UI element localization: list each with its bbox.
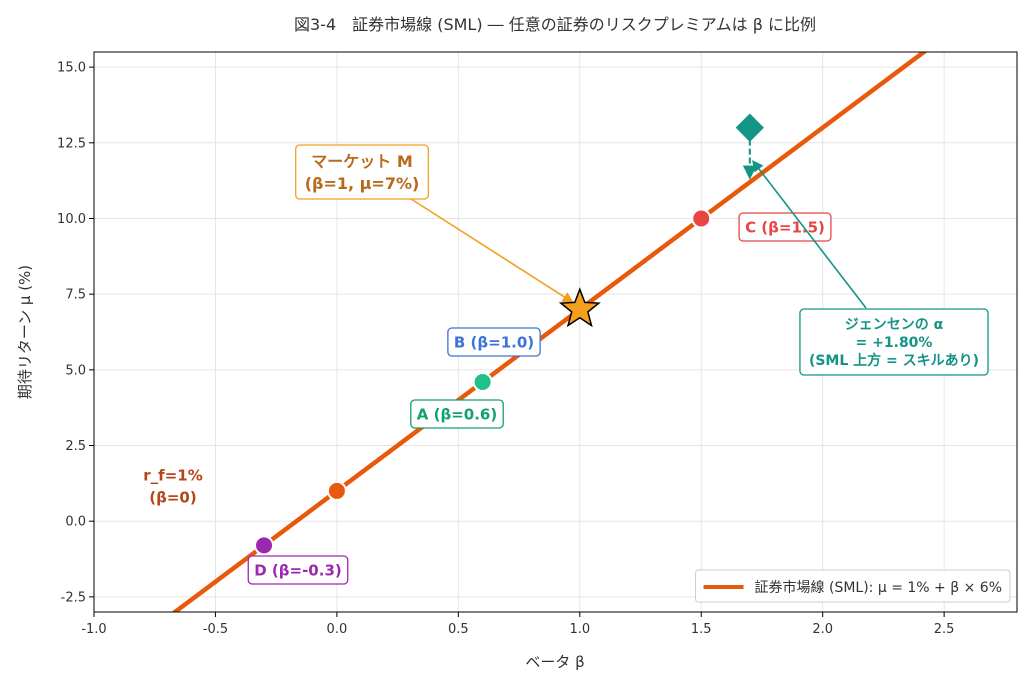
- legend-label: 証券市場線 (SML): μ = 1% + β × 6%: [755, 579, 1002, 596]
- plot-frame: [93, 51, 1018, 613]
- market-star: [558, 287, 601, 328]
- x-axis-label: ベータ β: [525, 653, 584, 671]
- sml-series: [171, 52, 928, 612]
- x-tick-label: 2.5: [934, 622, 955, 637]
- y-tick-label: 15.0: [57, 61, 86, 76]
- annotations: r_f=1% (β=0) A (β=0.6) B (β=1.0) C (β=1.5) D …: [143, 139, 989, 585]
- x-axis-ticks: -1.0 -0.5 0.0 0.5 1.0 1.5 2.0 2.5: [81, 612, 954, 637]
- market-arrow: [407, 196, 574, 303]
- label-box: [799, 308, 989, 376]
- label-box: [247, 555, 349, 585]
- points: [254, 113, 764, 556]
- label-text: (SML 上方 = スキルあり): [809, 352, 979, 369]
- sml-line: [171, 52, 928, 612]
- legend: 証券市場線 (SML): μ = 1% + β × 6%: [695, 569, 1011, 603]
- point-C: [691, 208, 712, 229]
- x-tick-label: -1.0: [81, 622, 106, 637]
- label-market: マーケット M (β=1, μ=7%): [295, 144, 429, 200]
- x-tick-label: 0.0: [327, 622, 348, 637]
- chart-title: 図3-4 証券市場線 (SML) ― 任意の証券のリスクプレミアムは β に比例: [294, 15, 816, 34]
- label-box: [447, 327, 541, 357]
- point-rf: [326, 480, 347, 501]
- label-B: B (β=1.0): [447, 327, 541, 357]
- x-tick-label: 2.0: [812, 622, 833, 637]
- x-tick-label: 0.5: [448, 622, 469, 637]
- label-text: マーケット M: [311, 152, 413, 171]
- label-text: B (β=1.0): [454, 333, 534, 351]
- label-text: (β=0): [149, 488, 196, 506]
- label-box: [738, 212, 832, 242]
- label-box: [410, 399, 504, 429]
- jensen-diamond: [735, 113, 764, 142]
- x-tick-label: -0.5: [203, 622, 228, 637]
- y-tick-label: 2.5: [65, 439, 86, 454]
- y-axis-label: 期待リターン μ (%): [16, 265, 34, 399]
- y-axis-ticks: -2.5 0.0 2.5 5.0 7.5 10.0 12.5 15.0: [57, 61, 94, 605]
- y-tick-label: 10.0: [57, 212, 86, 227]
- label-A: A (β=0.6): [410, 399, 504, 429]
- label-text: (β=1, μ=7%): [305, 174, 420, 193]
- label-text: r_f=1%: [143, 466, 202, 484]
- label-rf: r_f=1% (β=0): [143, 466, 202, 506]
- label-box: [295, 144, 429, 200]
- y-tick-label: 0.0: [65, 515, 86, 530]
- label-text: C (β=1.5): [745, 218, 825, 236]
- legend-box: [695, 569, 1011, 603]
- y-tick-label: 7.5: [65, 288, 86, 303]
- label-text: D (β=-0.3): [254, 561, 342, 579]
- y-tick-label: 5.0: [65, 363, 86, 378]
- jensen-arrow: [752, 160, 867, 309]
- label-text: ジェンセンの α: [845, 317, 944, 333]
- y-tick-label: 12.5: [57, 136, 86, 151]
- label-text: = +1.80%: [856, 335, 933, 351]
- label-C: C (β=1.5): [738, 212, 832, 242]
- label-D: D (β=-0.3): [247, 555, 349, 585]
- point-D: [254, 535, 275, 556]
- label-jensen: ジェンセンの α = +1.80%(SML 上方 = スキルあり): [799, 308, 989, 376]
- x-tick-label: 1.5: [691, 622, 712, 637]
- y-tick-label: -2.5: [61, 590, 86, 605]
- x-tick-label: 1.0: [569, 622, 590, 637]
- grid: [93, 52, 1017, 612]
- label-text: A (β=0.6): [417, 405, 497, 423]
- point-A: [472, 371, 493, 392]
